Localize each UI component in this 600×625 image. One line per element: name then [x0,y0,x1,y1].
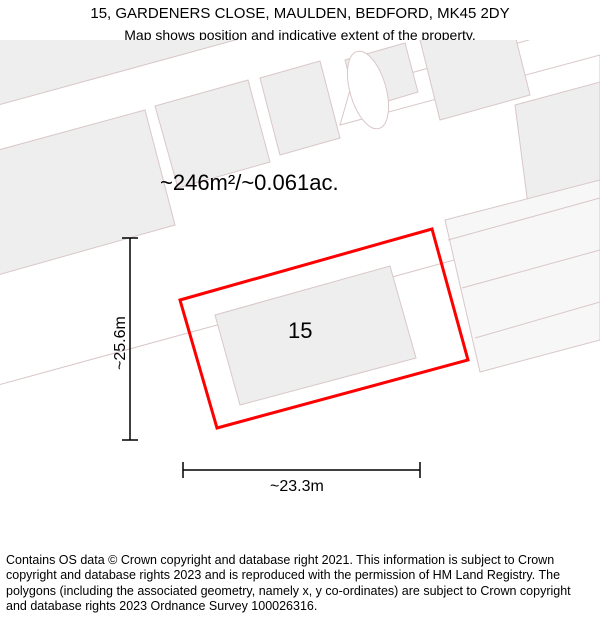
header: 15, GARDENERS CLOSE, MAULDEN, BEDFORD, M… [0,0,600,44]
dim-v-label: ~25.6m [112,316,130,370]
dim-h-label: ~23.3m [270,478,324,496]
map-area: ~246m²/~0.061ac. 15 ~25.6m ~23.3m [0,40,600,540]
area-label: ~246m²/~0.061ac. [160,170,339,196]
house-number-label: 15 [288,318,312,344]
map-svg [0,40,600,540]
page-root: 15, GARDENERS CLOSE, MAULDEN, BEDFORD, M… [0,0,600,625]
copyright-footer: Contains OS data © Crown copyright and d… [6,553,594,616]
address-title: 15, GARDENERS CLOSE, MAULDEN, BEDFORD, M… [0,4,600,24]
